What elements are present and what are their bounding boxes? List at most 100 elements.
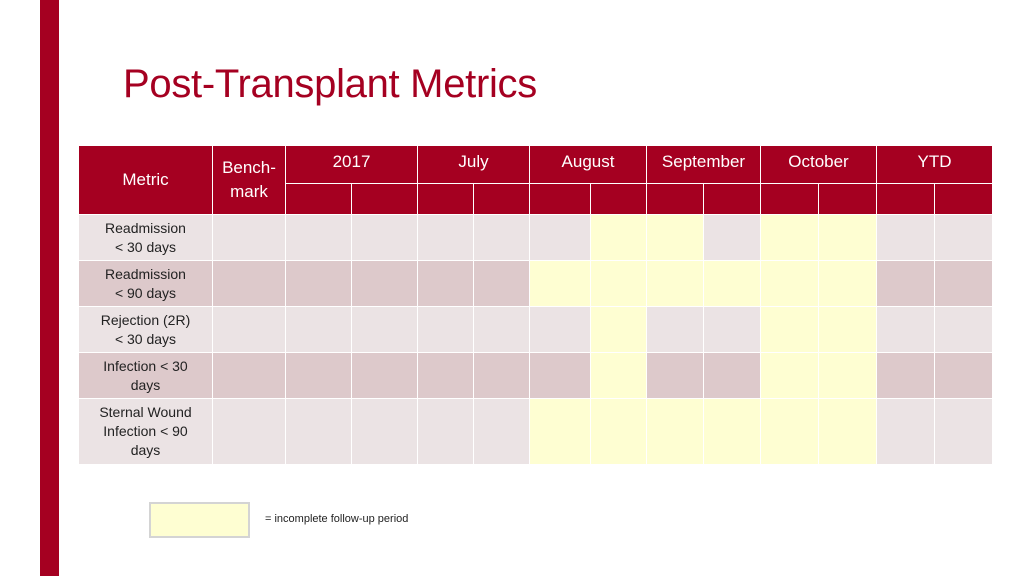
value-cell xyxy=(934,260,993,307)
incomplete-cell xyxy=(760,398,819,465)
value-cell xyxy=(876,260,935,307)
header-subcell xyxy=(529,183,591,215)
header-period-july: July xyxy=(417,145,530,184)
incomplete-cell xyxy=(703,260,761,307)
header-period-september: September xyxy=(646,145,761,184)
metric-label: Sternal Wound Infection < 90 days xyxy=(78,398,213,465)
value-cell xyxy=(703,352,761,399)
incomplete-cell xyxy=(590,260,647,307)
incomplete-cell xyxy=(529,398,591,465)
value-cell xyxy=(285,214,352,261)
value-cell xyxy=(876,398,935,465)
incomplete-cell xyxy=(590,398,647,465)
incomplete-cell xyxy=(818,398,877,465)
metrics-table: Metric Bench-mark 2017 July August Septe… xyxy=(78,145,993,465)
value-cell xyxy=(417,260,474,307)
value-cell xyxy=(285,260,352,307)
header-metric: Metric xyxy=(78,145,213,215)
value-cell xyxy=(529,352,591,399)
metric-label-line: < 30 days xyxy=(114,238,177,255)
value-cell xyxy=(473,306,530,353)
metric-label-line: Infection < 30 xyxy=(103,357,188,374)
value-cell xyxy=(934,214,993,261)
value-cell xyxy=(473,214,530,261)
value-cell xyxy=(473,398,530,465)
value-cell xyxy=(212,398,286,465)
legend-swatch xyxy=(149,502,250,538)
header-subcell xyxy=(818,183,877,215)
value-cell xyxy=(417,352,474,399)
header-period-october: October xyxy=(760,145,877,184)
value-cell xyxy=(529,306,591,353)
metric-label-line: Infection < 90 xyxy=(103,423,188,439)
metric-label: Readmission < 30 days xyxy=(78,214,213,261)
value-cell xyxy=(285,398,352,465)
value-cell xyxy=(934,306,993,353)
table-row: Readmission < 90 days xyxy=(78,260,993,307)
metric-label-line: < 30 days xyxy=(114,330,177,347)
header-subcell xyxy=(646,183,704,215)
incomplete-cell xyxy=(760,306,819,353)
value-cell xyxy=(934,398,993,465)
incomplete-cell xyxy=(590,352,647,399)
value-cell xyxy=(646,306,704,353)
incomplete-cell xyxy=(760,260,819,307)
header-period-2017: 2017 xyxy=(285,145,418,184)
header-subcell xyxy=(703,183,761,215)
metric-label-line: Readmission xyxy=(105,265,186,282)
value-cell xyxy=(703,306,761,353)
table-row: Readmission < 30 days xyxy=(78,214,993,261)
value-cell xyxy=(351,214,418,261)
metric-label-line: days xyxy=(130,442,161,458)
page-title: Post-Transplant Metrics xyxy=(123,62,537,106)
metric-label: Readmission < 90 days xyxy=(78,260,213,307)
value-cell xyxy=(417,398,474,465)
header-benchmark: Bench-mark xyxy=(212,145,286,215)
metric-label-line: Rejection (2R) xyxy=(100,311,191,328)
header-subrow xyxy=(79,183,993,215)
incomplete-cell xyxy=(703,398,761,465)
value-cell xyxy=(212,260,286,307)
header-period-ytd: YTD xyxy=(876,145,993,184)
incomplete-cell xyxy=(818,260,877,307)
incomplete-cell xyxy=(646,260,704,307)
value-cell xyxy=(351,260,418,307)
value-cell xyxy=(212,214,286,261)
incomplete-cell xyxy=(818,214,877,261)
header-benchmark-label: Bench-mark xyxy=(222,158,276,201)
value-cell xyxy=(417,306,474,353)
incomplete-cell xyxy=(760,352,819,399)
header-subcell xyxy=(285,183,352,215)
value-cell xyxy=(285,352,352,399)
value-cell xyxy=(876,352,935,399)
value-cell xyxy=(646,352,704,399)
header-subcell xyxy=(473,183,530,215)
value-cell xyxy=(703,214,761,261)
value-cell xyxy=(529,214,591,261)
value-cell xyxy=(351,352,418,399)
header-subcell xyxy=(876,183,935,215)
header-subcell xyxy=(351,183,418,215)
value-cell xyxy=(876,306,935,353)
value-cell xyxy=(351,306,418,353)
incomplete-cell xyxy=(818,306,877,353)
incomplete-cell xyxy=(646,398,704,465)
metric-label-line: days xyxy=(130,376,161,393)
incomplete-cell xyxy=(529,260,591,307)
legend-text: = incomplete follow-up period xyxy=(265,513,409,525)
value-cell xyxy=(473,352,530,399)
value-cell xyxy=(473,260,530,307)
value-cell xyxy=(212,352,286,399)
table-row: Sternal Wound Infection < 90 days xyxy=(78,398,993,465)
metric-label: Infection < 30 days xyxy=(78,352,213,399)
header-period-august: August xyxy=(529,145,647,184)
value-cell xyxy=(934,352,993,399)
accent-side-bar xyxy=(40,0,59,576)
metric-label: Rejection (2R) < 30 days xyxy=(78,306,213,353)
value-cell xyxy=(285,306,352,353)
metric-label-line: < 90 days xyxy=(114,284,177,301)
value-cell xyxy=(876,214,935,261)
table-row: Rejection (2R) < 30 days xyxy=(78,306,993,353)
table-row: Infection < 30 days xyxy=(78,352,993,399)
value-cell xyxy=(351,398,418,465)
